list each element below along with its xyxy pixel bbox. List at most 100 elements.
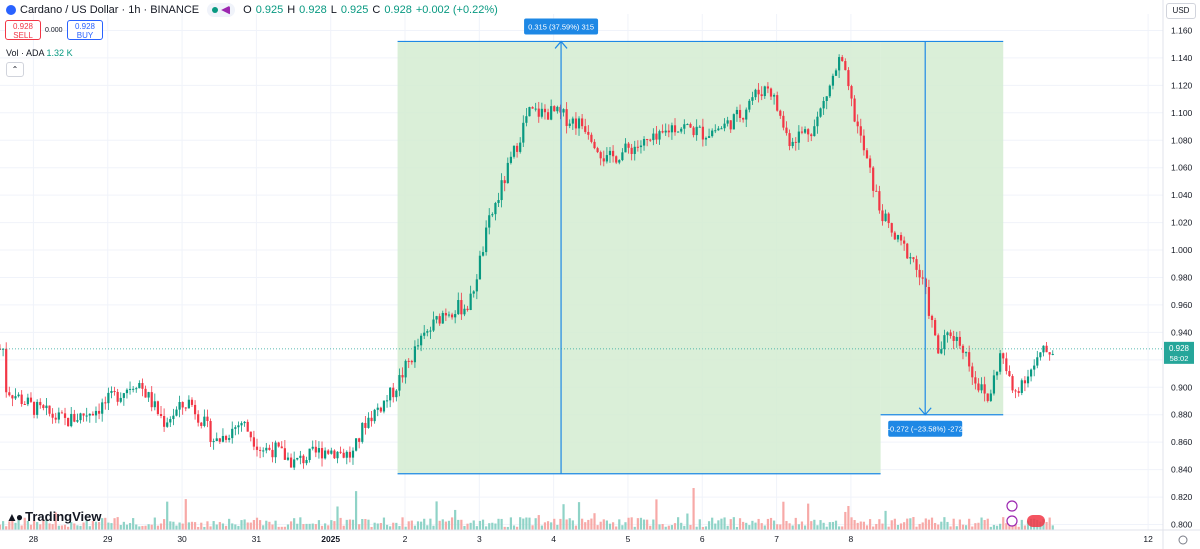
volume-bar [29, 524, 33, 530]
volume-bar [231, 523, 234, 530]
volume-bar [918, 523, 921, 530]
candle-body [698, 126, 701, 128]
candle-body [296, 457, 299, 460]
candle-body [172, 415, 175, 420]
candle-body [918, 269, 921, 278]
status-pill[interactable] [207, 3, 236, 17]
sell-button[interactable]: 0.928 SELL [5, 20, 41, 40]
volume-bar [243, 519, 246, 530]
candle-body [986, 393, 989, 401]
volume-bar [1045, 521, 1048, 530]
volume-bar [964, 525, 968, 530]
volume-bar [627, 517, 630, 530]
volume-bar [1026, 521, 1030, 530]
low-label: L [330, 4, 337, 16]
volume-bar [373, 522, 376, 530]
volume-bar [320, 525, 324, 530]
candle-body [729, 120, 732, 130]
volume-bar [423, 518, 426, 530]
candle-body [277, 442, 280, 447]
volume-bar [611, 522, 615, 530]
currency-button[interactable]: USD [1166, 3, 1196, 19]
candle-body [543, 108, 547, 113]
volume-bar [175, 525, 178, 530]
candle-body [611, 150, 615, 157]
candle-body [819, 108, 822, 117]
candle-body [420, 335, 423, 346]
tradingview-logo[interactable]: ▲● TradingView [6, 509, 101, 524]
volume-bar [8, 521, 11, 530]
sell-price: 0.928 [12, 22, 34, 31]
volume-bar [252, 519, 256, 530]
candle-body [550, 106, 553, 120]
price-tick-label: 0.960 [1171, 300, 1193, 310]
volume-bar [1005, 523, 1008, 530]
volume-bar [212, 521, 215, 530]
candle-body [119, 397, 122, 402]
volume-bar [94, 521, 98, 530]
time-tick-label: 29 [103, 534, 113, 544]
volume-bar [457, 519, 460, 530]
candle-body [853, 98, 856, 122]
volume-bar [466, 523, 469, 530]
candle-body [887, 213, 890, 224]
time-tick-label: 7 [774, 534, 779, 544]
candle-body [187, 399, 190, 409]
candle-body [141, 383, 144, 389]
candle-body [218, 438, 221, 442]
candle-body [568, 123, 571, 126]
collapse-legend-button[interactable]: ⌃ [6, 62, 24, 77]
volume-bar [237, 525, 240, 530]
volume-bar [119, 524, 122, 530]
volume-bar [723, 517, 726, 530]
candle-body [655, 133, 658, 140]
volume-bar [413, 525, 417, 530]
candle-body [971, 366, 974, 378]
volume-bar [624, 522, 627, 530]
volume-bar [813, 519, 816, 530]
candle-body [1002, 353, 1005, 359]
volume-bar [738, 518, 742, 530]
volume-bar [91, 520, 94, 530]
volume-bar [1017, 526, 1020, 530]
buy-button[interactable]: 0.928 BUY [67, 20, 103, 40]
candle-body [803, 129, 807, 133]
symbol-title[interactable]: Cardano / US Dollar · 1h · BINANCE [20, 4, 200, 16]
candle-body [760, 94, 763, 97]
measure-down-label: -0.272 (−23.58%) -272 [888, 425, 963, 434]
volume-bar [596, 525, 599, 530]
candle-body [29, 397, 33, 402]
candle-body [460, 300, 463, 315]
candle-body [32, 401, 36, 415]
volume-bar [553, 518, 556, 530]
volume-bar [481, 519, 485, 530]
volume-bar [311, 523, 314, 530]
candle-body [546, 112, 550, 120]
candle-body [528, 107, 531, 117]
volume-bar [51, 524, 54, 530]
volume-bar [262, 525, 265, 530]
volume-bar [565, 519, 568, 530]
volume-bar [884, 510, 887, 530]
candle-body [441, 312, 444, 324]
volume-bar [289, 521, 293, 530]
candle-body [438, 316, 441, 324]
volume-bar [692, 488, 695, 530]
candle-body [509, 156, 513, 163]
volume-bar [342, 525, 345, 530]
candle-body [995, 371, 999, 376]
candle-body [680, 128, 683, 132]
sell-label: SELL [13, 31, 33, 40]
time-tick-label: 30 [177, 534, 187, 544]
volume-bar [816, 525, 819, 530]
candle-body [209, 420, 212, 442]
candle-body [42, 405, 45, 409]
volume-bar [138, 526, 141, 530]
candle-body [955, 336, 958, 341]
volume-bar [875, 523, 878, 530]
volume-bar [370, 526, 373, 530]
candle-body [695, 126, 698, 136]
volume-bar [39, 524, 42, 530]
volume-bar [348, 519, 351, 530]
